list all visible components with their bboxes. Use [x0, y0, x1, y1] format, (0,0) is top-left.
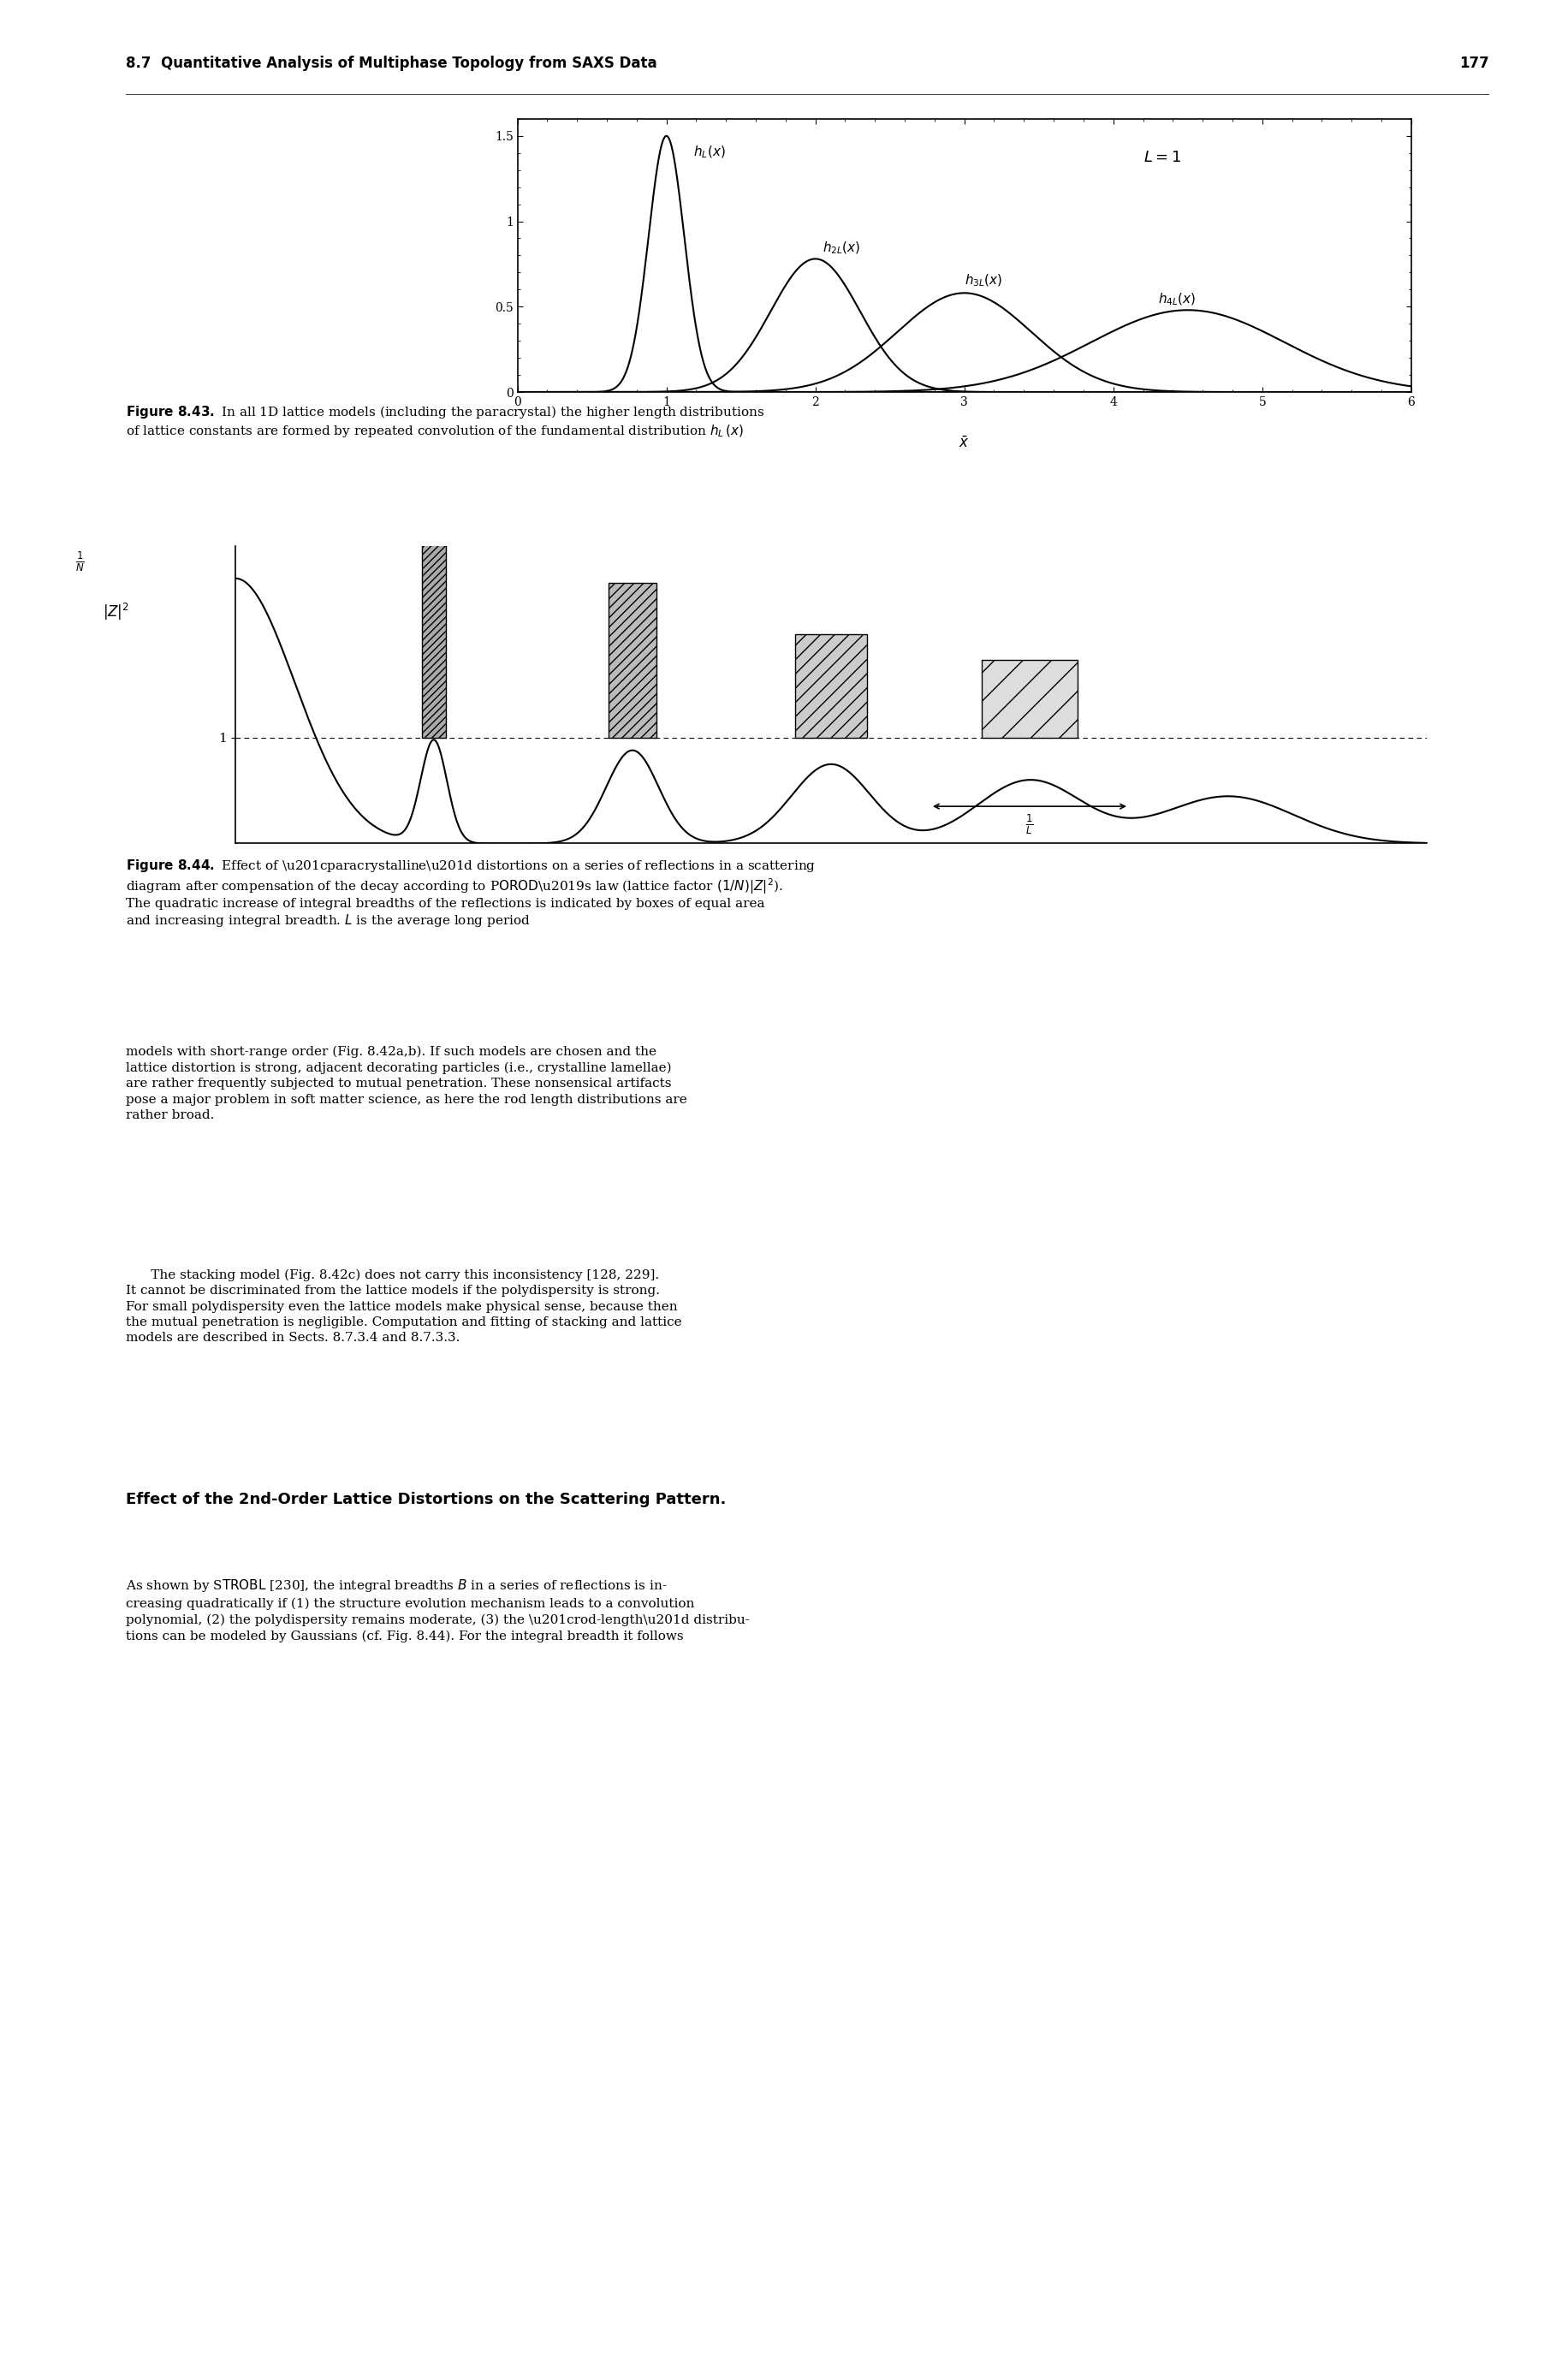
Text: $L = 1$: $L = 1$ [1143, 150, 1181, 164]
Text: Effect of the 2nd-Order Lattice Distortions on the Scattering Pattern.: Effect of the 2nd-Order Lattice Distorti… [125, 1492, 726, 1506]
Text: $h_L(x)$: $h_L(x)$ [693, 145, 726, 162]
Text: $\mathbf{Figure\ 8.44.}$ Effect of \u201cparacrystalline\u201d distortions on a : $\mathbf{Figure\ 8.44.}$ Effect of \u201… [125, 858, 815, 929]
Text: $h_{2L}(x)$: $h_{2L}(x)$ [823, 240, 861, 257]
Text: The stacking model (Fig. 8.42c) does not carry this inconsistency [128, 229].
It: The stacking model (Fig. 8.42c) does not… [125, 1269, 682, 1345]
Bar [982, 661, 1077, 737]
Text: $\mathbf{Figure\ 8.43.}$ In all 1D lattice models (including the paracrystal) th: $\mathbf{Figure\ 8.43.}$ In all 1D latti… [125, 404, 764, 440]
Text: 177: 177 [1460, 57, 1490, 71]
Text: models with short-range order (Fig. 8.42a,b). If such models are chosen and the
: models with short-range order (Fig. 8.42… [125, 1045, 687, 1121]
Text: As shown by S$\mathrm{TROBL}$ [230], the integral breadths $B$ in a series of re: As shown by S$\mathrm{TROBL}$ [230], the… [125, 1578, 750, 1642]
Text: $h_{3L}(x)$: $h_{3L}(x)$ [964, 273, 1002, 287]
Text: $\frac{1}{N}$: $\frac{1}{N}$ [75, 549, 85, 573]
Bar [422, 428, 445, 737]
Text: $|Z|^{2}$: $|Z|^{2}$ [103, 601, 129, 623]
Text: $h_{4L}(x)$: $h_{4L}(x)$ [1157, 292, 1196, 307]
X-axis label: $\bar{x}$: $\bar{x}$ [960, 435, 969, 451]
Bar [795, 634, 867, 737]
Bar [608, 582, 657, 737]
Text: $\frac{1}{L}$: $\frac{1}{L}$ [1025, 813, 1033, 836]
Text: 8.7  Quantitative Analysis of Multiphase Topology from SAXS Data: 8.7 Quantitative Analysis of Multiphase … [125, 57, 657, 71]
